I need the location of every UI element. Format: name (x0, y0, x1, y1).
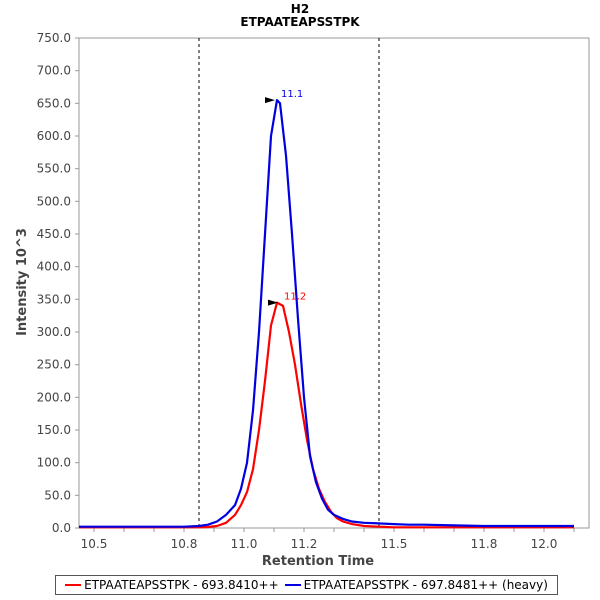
y-tick-label: 0.0 (52, 521, 71, 535)
y-axis-label: Intensity 10^3 (15, 228, 30, 336)
y-tick-label: 50.0 (44, 488, 71, 502)
x-tick-label: 10.8 (171, 537, 198, 551)
legend-label-heavy: ETPAATEAPSSTPK - 697.8481++ (heavy) (303, 578, 548, 592)
y-tick-label: 500.0 (37, 194, 71, 208)
y-tick-label: 150.0 (37, 423, 71, 437)
chart-legend: ETPAATEAPSSTPK - 693.8410++ ETPAATEAPSST… (55, 575, 558, 595)
y-tick-label: 250.0 (37, 358, 71, 372)
x-axis: 10.5 10.8 11.0 11.2 11.5 11.8 12.0 (81, 528, 575, 551)
y-tick-label: 100.0 (37, 456, 71, 470)
y-tick-label: 300.0 (37, 325, 71, 339)
legend-swatch-heavy (284, 584, 301, 586)
x-axis-label: Retention Time (262, 554, 374, 569)
chart-title: H2 (291, 2, 309, 16)
x-tick-label: 12.0 (531, 537, 558, 551)
y-tick-label: 450.0 (37, 227, 71, 241)
legend-swatch-light (65, 584, 82, 586)
y-tick-label: 750.0 (37, 31, 71, 45)
series-line-heavy (79, 98, 574, 528)
x-tick-label: 11.8 (471, 537, 498, 551)
x-tick-label: 10.5 (81, 537, 108, 551)
peak-annotations: 11.2 11.1 (265, 89, 306, 306)
y-tick-label: 650.0 (37, 96, 71, 110)
legend-label-light: ETPAATEAPSSTPK - 693.8410++ (84, 578, 279, 592)
peak-marker-icon (265, 97, 275, 104)
y-tick-label: 350.0 (37, 292, 71, 306)
y-tick-label: 550.0 (37, 162, 71, 176)
plot-area (78, 37, 590, 529)
y-tick-label: 700.0 (37, 64, 71, 78)
x-tick-label: 11.5 (381, 537, 408, 551)
integration-bounds (198, 38, 380, 528)
legend-item-light: ETPAATEAPSSTPK - 693.8410++ (65, 578, 279, 592)
series-group (79, 98, 574, 529)
x-tick-label: 11.2 (291, 537, 318, 551)
x-tick-label: 11.0 (231, 537, 258, 551)
legend-item-heavy: ETPAATEAPSSTPK - 697.8481++ (heavy) (284, 578, 548, 592)
chart-subtitle: ETPAATEAPSSTPK (240, 15, 360, 29)
series-line-light (79, 301, 574, 529)
y-tick-label: 400.0 (37, 260, 71, 274)
y-tick-label: 200.0 (37, 390, 71, 404)
peak-label: 11.2 (284, 292, 306, 303)
y-tick-label: 600.0 (37, 129, 71, 143)
y-axis: 0.0 50.0 100.0 150.0 200.0 250.0 300.0 350.0 400… (37, 31, 79, 535)
peak-label: 11.1 (281, 89, 303, 100)
peak-marker-icon (268, 299, 278, 306)
